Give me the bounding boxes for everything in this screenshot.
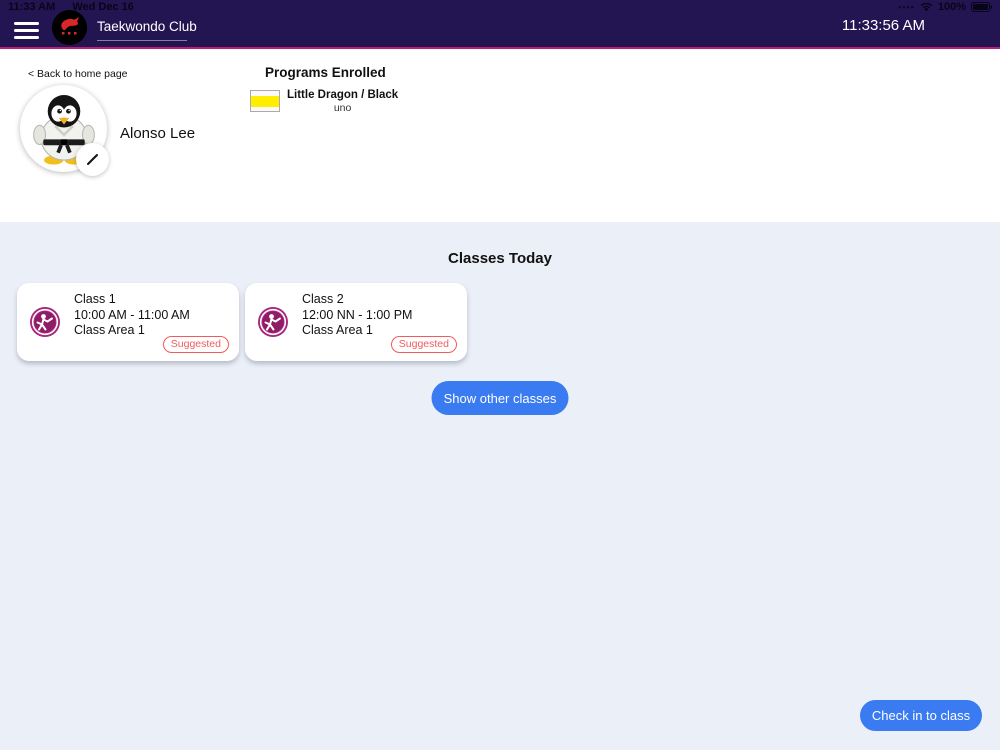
status-time: 11:33 AM: [8, 1, 56, 13]
belt-color-swatch: [250, 90, 280, 112]
battery-percent: 100%: [937, 1, 966, 13]
title-underline: [97, 40, 187, 41]
taekwondo-class-icon: [258, 307, 288, 337]
class-time: 12:00 NN - 1:00 PM: [302, 307, 413, 322]
back-to-home-link[interactable]: < Back to home page: [28, 68, 128, 80]
check-in-to-class-button[interactable]: Check in to class: [860, 700, 982, 731]
battery-icon: [971, 2, 992, 12]
program-sublabel: uno: [333, 102, 352, 114]
suggested-badge: Suggested: [162, 335, 229, 353]
app-header: 11:33 AM Wed Dec 16 •••• 100%: [0, 0, 1000, 49]
menu-icon[interactable]: [14, 22, 39, 39]
status-left: 11:33 AM Wed Dec 16: [8, 1, 148, 13]
class-area: Class Area 1: [302, 323, 373, 337]
class-area: Class Area 1: [74, 323, 145, 337]
class-card-text: Class 1 10:00 AM - 11:00 AM Class Area 1: [74, 292, 190, 339]
status-bar: 11:33 AM Wed Dec 16 •••• 100%: [0, 0, 1000, 14]
page-title: Taekwondo Club: [97, 19, 197, 34]
suggested-badge: Suggested: [390, 335, 457, 353]
class-name: Class 1: [74, 292, 116, 306]
club-logo: [52, 10, 87, 45]
classes-heading: Classes Today: [448, 250, 552, 267]
profile-section: < Back to home page: [0, 49, 1000, 222]
class-cards-row: Class 1 10:00 AM - 11:00 AM Class Area 1…: [17, 283, 467, 361]
member-name: Alonso Lee: [120, 125, 196, 142]
avatar-wrap: [20, 85, 109, 176]
class-card-text: Class 2 12:00 NN - 1:00 PM Class Area 1: [302, 292, 412, 339]
programs-enrolled: Programs Enrolled Little Dragon / Black …: [250, 65, 398, 114]
programs-heading: Programs Enrolled: [265, 65, 386, 80]
avatar: [20, 85, 107, 172]
class-card-1[interactable]: Class 1 10:00 AM - 11:00 AM Class Area 1…: [17, 283, 239, 361]
wifi-icon: [920, 2, 933, 12]
classes-section: Classes Today Class 1 10:00 AM - 11:00 A…: [0, 222, 1000, 750]
edit-avatar-button[interactable]: [76, 143, 109, 176]
class-card-2[interactable]: Class 2 12:00 NN - 1:00 PM Class Area 1 …: [245, 283, 467, 361]
pencil-icon: [87, 154, 98, 165]
taekwondo-class-icon: [30, 307, 60, 337]
status-right: •••• 100%: [898, 1, 992, 13]
program-text: Little Dragon / Black uno: [287, 89, 398, 114]
class-name: Class 2: [302, 292, 344, 306]
class-time: 10:00 AM - 11:00 AM: [74, 307, 190, 322]
live-clock: 11:33:56 AM: [841, 17, 925, 34]
program-label: Little Dragon / Black: [287, 89, 399, 101]
penguin-avatar-image: [32, 94, 95, 165]
show-other-classes-button[interactable]: Show other classes: [431, 381, 569, 415]
status-date: Wed Dec 16: [72, 1, 134, 13]
program-item: Little Dragon / Black uno: [250, 89, 398, 114]
cellular-icon: ••••: [898, 2, 915, 12]
belt-band: [251, 95, 279, 107]
nav-bar: Taekwondo Club 11:33:56 AM: [0, 10, 1000, 47]
